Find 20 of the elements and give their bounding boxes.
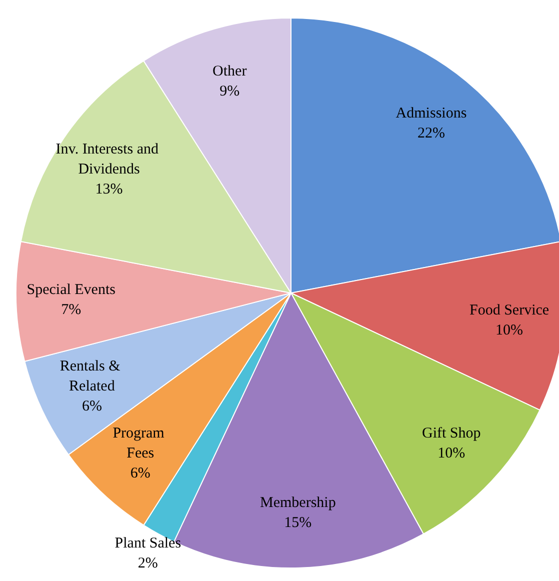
data-label: 9% (220, 84, 240, 100)
slice-label: Inv. Interests and Dividends (56, 141, 162, 178)
slice-label: Rentals & Related (60, 358, 124, 395)
data-label: 7% (61, 302, 82, 318)
data-label: 10% (496, 322, 524, 339)
slice-label: Admissions (396, 105, 467, 122)
data-label: 6% (82, 398, 102, 415)
slice-label: Membership (260, 494, 336, 511)
slice-label: Plant Sales (114, 535, 182, 552)
data-label: 22% (417, 125, 445, 142)
slice-label: Program Fees (112, 425, 168, 462)
data-label: 13% (95, 181, 123, 198)
data-label: 6% (130, 465, 150, 482)
data-label: 15% (284, 514, 312, 531)
slice-label: Gift Shop (422, 426, 481, 442)
slice-label: Food Service (469, 302, 550, 319)
data-label: 2% (138, 555, 158, 572)
slice-label: Other (212, 64, 247, 80)
slice-label: Special Events (26, 282, 116, 298)
data-label: 10% (438, 446, 466, 462)
